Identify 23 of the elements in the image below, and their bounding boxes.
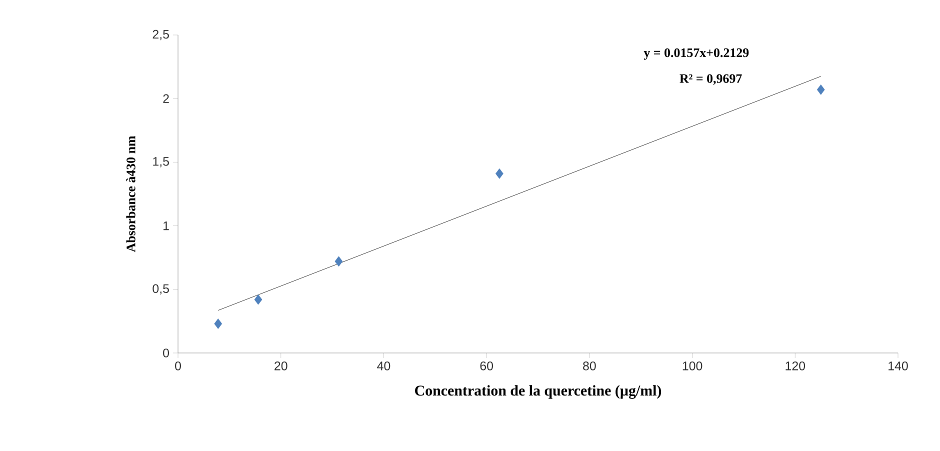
y-tick-label: 2 bbox=[163, 94, 169, 103]
x-tick-label: 0 bbox=[175, 362, 181, 370]
point bbox=[214, 318, 222, 329]
y-tick-label: 2,5 bbox=[152, 30, 169, 40]
x-axis-title: Concentration de la quercetine (µg/ml) bbox=[415, 385, 662, 399]
y-tick-label: 0,5 bbox=[152, 284, 169, 295]
x-tick-label: 80 bbox=[583, 362, 596, 370]
point bbox=[334, 256, 343, 267]
x-tick-label: 120 bbox=[786, 362, 806, 370]
point bbox=[496, 168, 504, 179]
annotation: y = 0.0157x+0.2129 bbox=[644, 48, 749, 60]
y-tick-label: 1,5 bbox=[153, 157, 169, 168]
y-tick-label: 1 bbox=[164, 222, 169, 230]
y-tick-label: 0 bbox=[163, 348, 169, 358]
x-tick-label: 40 bbox=[377, 362, 390, 370]
y-axis-title: Absorbance à430 nm bbox=[126, 136, 136, 252]
x-tick-label: 60 bbox=[480, 362, 494, 370]
point bbox=[254, 294, 262, 305]
x-tick-label: 140 bbox=[888, 362, 908, 370]
x-tick-label: 100 bbox=[682, 362, 702, 370]
x-tick-label: 20 bbox=[274, 362, 288, 370]
annotation: R² = 0,9697 bbox=[680, 74, 742, 85]
point bbox=[816, 84, 825, 95]
